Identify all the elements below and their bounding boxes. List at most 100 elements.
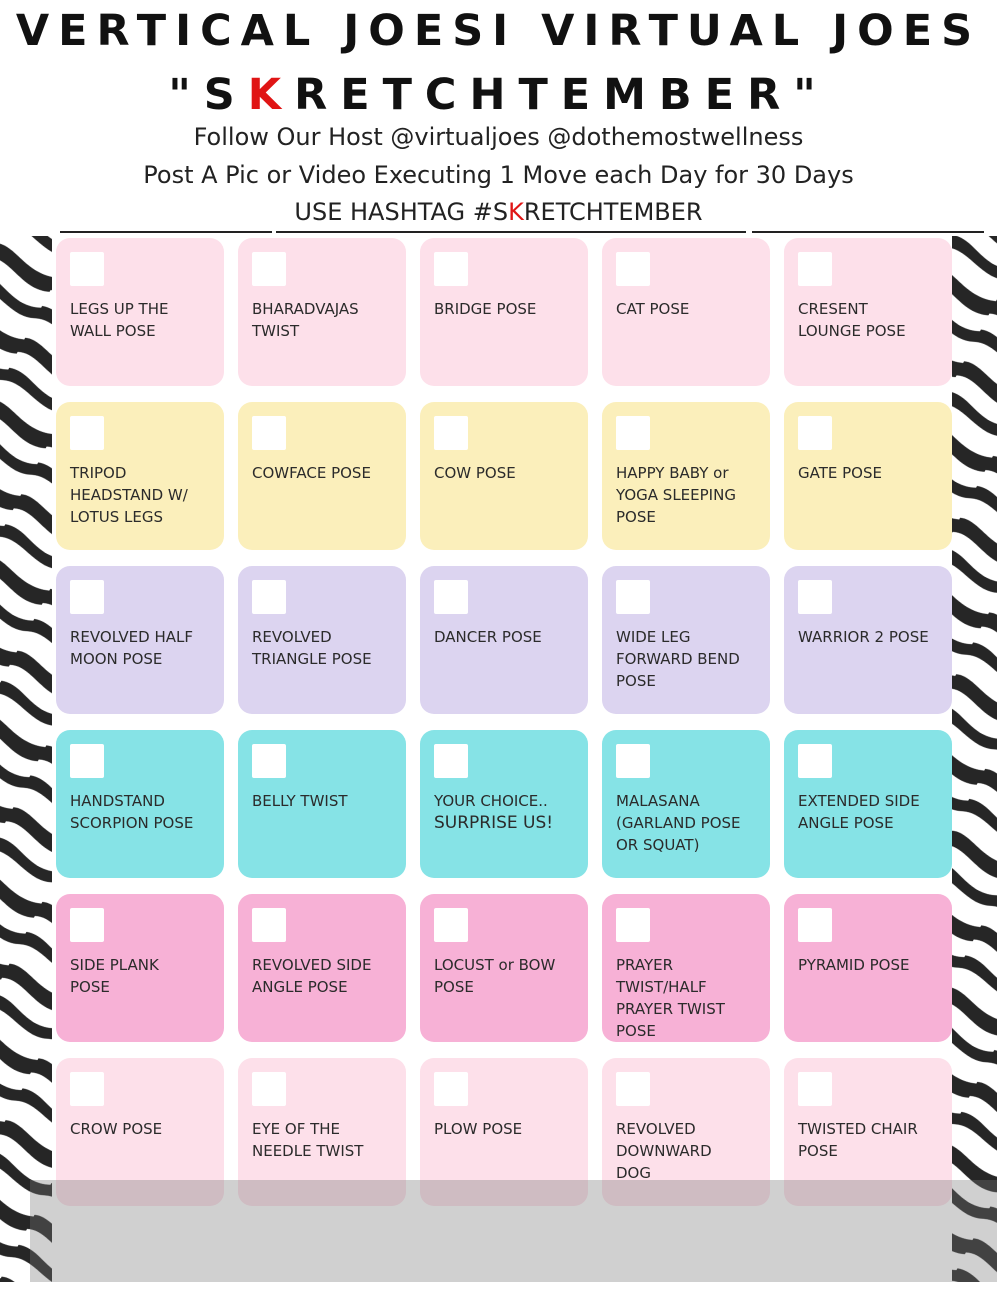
- day-checkbox[interactable]: [798, 416, 832, 450]
- divider-line-left: [60, 231, 272, 233]
- pose-label: MALASANA (GARLAND POSE OR SQUAT): [616, 792, 741, 854]
- pose-label: COWFACE POSE: [252, 464, 371, 482]
- day-checkbox[interactable]: [70, 1072, 104, 1106]
- day-card[interactable]: WARRIOR 2 POSE: [784, 566, 952, 714]
- divider-line-right: [752, 231, 984, 233]
- hashtag-line: USE HASHTAG #SKRETCHTEMBER: [0, 198, 997, 226]
- day-card[interactable]: EXTENDED SIDE ANGLE POSE: [784, 730, 952, 878]
- day-checkbox[interactable]: [70, 580, 104, 614]
- day-card[interactable]: BELLY TWIST: [238, 730, 406, 878]
- host-line: Follow Our Host @virtualjoes @dothemostw…: [193, 123, 804, 151]
- bottom-shadow-overlay: [30, 1180, 997, 1282]
- pose-label: CRESENT LOUNGE POSE: [798, 300, 906, 340]
- day-card[interactable]: REVOLVED TRIANGLE POSE: [238, 566, 406, 714]
- day-card[interactable]: TRIPOD HEADSTAND W/ LOTUS LEGS: [56, 402, 224, 550]
- day-checkbox[interactable]: [798, 252, 832, 286]
- day-checkbox[interactable]: [434, 252, 468, 286]
- day-checkbox[interactable]: [252, 416, 286, 450]
- day-card[interactable]: TWISTED CHAIR POSE: [784, 1058, 952, 1206]
- day-checkbox[interactable]: [616, 252, 650, 286]
- day-checkbox[interactable]: [434, 1072, 468, 1106]
- day-checkbox[interactable]: [434, 744, 468, 778]
- day-checkbox[interactable]: [434, 580, 468, 614]
- day-checkbox[interactable]: [252, 744, 286, 778]
- day-checkbox[interactable]: [616, 1072, 650, 1106]
- pose-label: REVOLVED DOWNWARD DOG: [616, 1120, 712, 1182]
- day-card[interactable]: HANDSTAND SCORPION POSE: [56, 730, 224, 878]
- day-card[interactable]: HAPPY BABY or YOGA SLEEPING POSE: [602, 402, 770, 550]
- day-card[interactable]: PLOW POSE: [420, 1058, 588, 1206]
- pose-label: TRIPOD HEADSTAND W/ LOTUS LEGS: [70, 464, 188, 526]
- day-checkbox[interactable]: [252, 908, 286, 942]
- pose-label: CROW POSE: [70, 1120, 163, 1138]
- day-card[interactable]: REVOLVED DOWNWARD DOG: [602, 1058, 770, 1206]
- pose-label: SIDE PLANK POSE: [70, 956, 159, 996]
- pose-label: GATE POSE: [798, 464, 882, 482]
- day-card[interactable]: COWFACE POSE: [238, 402, 406, 550]
- day-card[interactable]: BRIDGE POSE: [420, 238, 588, 386]
- day-card[interactable]: EYE OF THE NEEDLE TWIST: [238, 1058, 406, 1206]
- day-card[interactable]: PRAYER TWIST/HALF PRAYER TWIST POSE: [602, 894, 770, 1042]
- challenge-title-red-letter: K: [247, 70, 295, 120]
- day-card[interactable]: CRESENT LOUNGE POSE: [784, 238, 952, 386]
- day-card[interactable]: DANCER POSE: [420, 566, 588, 714]
- pose-label: YOUR CHOICE.. SURPRISE US!: [434, 790, 584, 834]
- pose-label: EXTENDED SIDE ANGLE POSE: [798, 792, 920, 832]
- hashtag-red-letter: K: [508, 198, 524, 226]
- day-checkbox[interactable]: [70, 252, 104, 286]
- day-checkbox[interactable]: [252, 252, 286, 286]
- day-checkbox[interactable]: [252, 580, 286, 614]
- pose-label: BHARADVAJAS TWIST: [252, 300, 359, 340]
- day-card[interactable]: GATE POSE: [784, 402, 952, 550]
- pose-label: REVOLVED SIDE ANGLE POSE: [252, 956, 372, 996]
- pose-label: WIDE LEG FORWARD BEND POSE: [616, 628, 740, 690]
- pose-label: CAT POSE: [616, 300, 690, 318]
- day-checkbox[interactable]: [70, 908, 104, 942]
- day-card[interactable]: LEGS UP THE WALL POSE: [56, 238, 224, 386]
- day-card[interactable]: WIDE LEG FORWARD BEND POSE: [602, 566, 770, 714]
- pose-label: EYE OF THE NEEDLE TWIST: [252, 1120, 364, 1160]
- surprise-text: SURPRISE US!: [434, 813, 554, 833]
- pose-label: DANCER POSE: [434, 628, 542, 646]
- day-card[interactable]: COW POSE: [420, 402, 588, 550]
- day-checkbox[interactable]: [798, 1072, 832, 1106]
- day-checkbox[interactable]: [798, 908, 832, 942]
- day-checkbox[interactable]: [798, 580, 832, 614]
- day-checkbox[interactable]: [434, 908, 468, 942]
- challenge-title: "SKRETCHTEMBER": [0, 70, 997, 120]
- day-card[interactable]: MALASANA (GARLAND POSE OR SQUAT): [602, 730, 770, 878]
- pose-label: LEGS UP THE WALL POSE: [70, 300, 169, 340]
- day-card[interactable]: YOUR CHOICE.. SURPRISE US!: [420, 730, 588, 878]
- day-card[interactable]: BHARADVAJAS TWIST: [238, 238, 406, 386]
- pose-label: HAPPY BABY or YOGA SLEEPING POSE: [616, 464, 736, 526]
- day-checkbox[interactable]: [70, 416, 104, 450]
- pose-label: COW POSE: [434, 464, 516, 482]
- instruction-line: Post A Pic or Video Executing 1 Move eac…: [143, 161, 854, 189]
- day-card[interactable]: SIDE PLANK POSE: [56, 894, 224, 1042]
- day-card[interactable]: REVOLVED SIDE ANGLE POSE: [238, 894, 406, 1042]
- pose-label: PRAYER TWIST/HALF PRAYER TWIST POSE: [616, 956, 725, 1040]
- day-card[interactable]: CROW POSE: [56, 1058, 224, 1206]
- day-card[interactable]: REVOLVED HALF MOON POSE: [56, 566, 224, 714]
- day-checkbox[interactable]: [616, 416, 650, 450]
- hashtag-end: RETCHTEMBER: [523, 198, 703, 226]
- pose-label: HANDSTAND SCORPION POSE: [70, 792, 194, 832]
- day-checkbox[interactable]: [70, 744, 104, 778]
- challenge-title-start: "S: [168, 70, 248, 120]
- day-checkbox[interactable]: [616, 580, 650, 614]
- pose-label: BRIDGE POSE: [434, 300, 537, 318]
- day-card[interactable]: LOCUST or BOW POSE: [420, 894, 588, 1042]
- pose-label: WARRIOR 2 POSE: [798, 628, 929, 646]
- day-card[interactable]: PYRAMID POSE: [784, 894, 952, 1042]
- pose-label: TWISTED CHAIR POSE: [798, 1120, 918, 1160]
- day-checkbox[interactable]: [616, 744, 650, 778]
- pose-label: REVOLVED HALF MOON POSE: [70, 628, 193, 668]
- day-checkbox[interactable]: [434, 416, 468, 450]
- day-checkbox[interactable]: [616, 908, 650, 942]
- pose-label: BELLY TWIST: [252, 792, 348, 810]
- day-checkbox[interactable]: [252, 1072, 286, 1106]
- challenge-title-end: RETCHTEMBER": [294, 70, 829, 120]
- day-checkbox[interactable]: [798, 744, 832, 778]
- day-card[interactable]: CAT POSE: [602, 238, 770, 386]
- pose-label: REVOLVED TRIANGLE POSE: [252, 628, 372, 668]
